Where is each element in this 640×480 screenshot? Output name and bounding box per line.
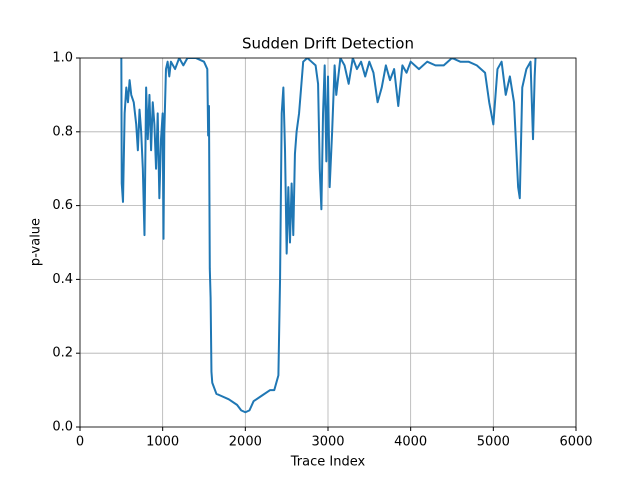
y-tick-label: 0.6 xyxy=(52,198,73,213)
x-tick-label: 0 xyxy=(76,435,84,450)
x-tick-label: 3000 xyxy=(311,435,344,450)
x-tick-label: 4000 xyxy=(394,435,427,450)
chart-title: Sudden Drift Detection xyxy=(242,35,414,53)
y-tick-label: 0.4 xyxy=(52,272,73,287)
x-tick-label: 5000 xyxy=(477,435,510,450)
x-tick-label: 1000 xyxy=(146,435,179,450)
plot-frame xyxy=(79,57,577,428)
x-tick-label: 2000 xyxy=(229,435,262,450)
y-tick-label: 1.0 xyxy=(52,51,73,66)
x-axis-label: Trace Index xyxy=(290,455,366,470)
data-line xyxy=(120,58,537,414)
y-tick-label: 0.0 xyxy=(52,420,73,435)
x-tick-label: 6000 xyxy=(559,435,592,450)
y-tick-label: 0.2 xyxy=(52,346,73,361)
y-tick-label: 0.8 xyxy=(52,124,73,139)
y-axis-label: p-value xyxy=(29,218,44,266)
